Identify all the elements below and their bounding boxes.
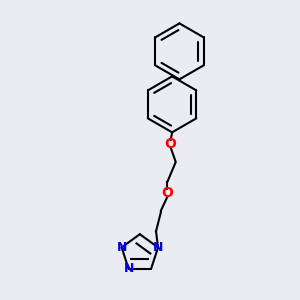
Text: N: N <box>153 241 163 254</box>
Text: O: O <box>161 186 173 200</box>
Text: N: N <box>116 241 127 254</box>
Text: N: N <box>123 262 134 275</box>
Text: O: O <box>165 136 176 151</box>
